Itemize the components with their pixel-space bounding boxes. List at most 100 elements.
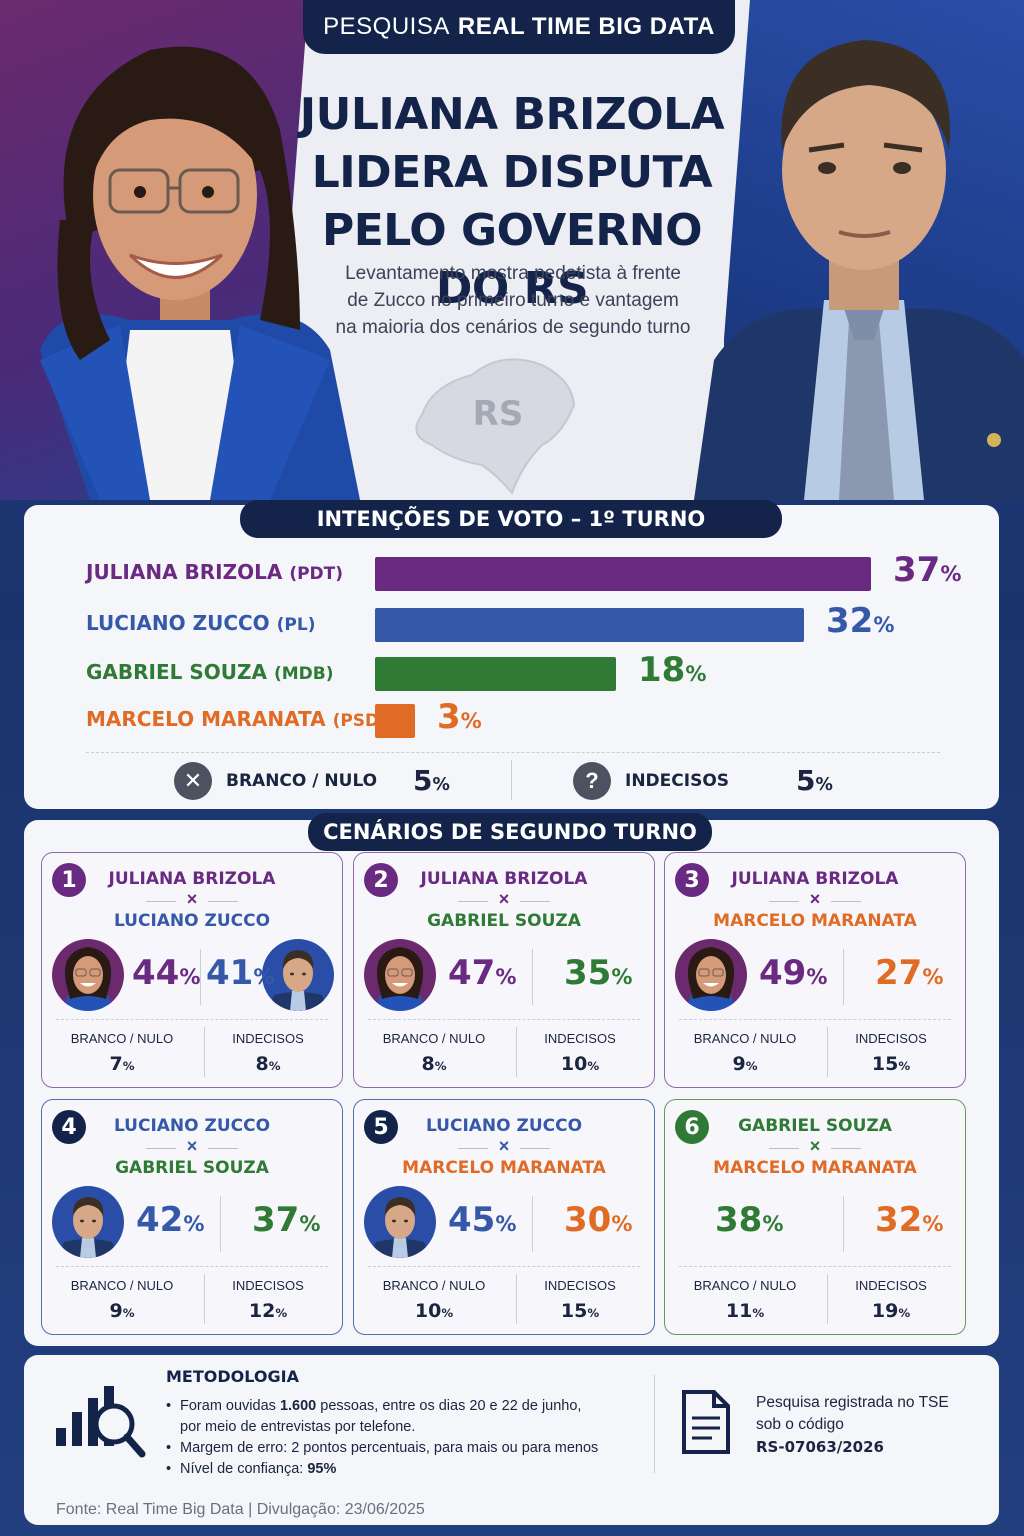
bar-mark [375,657,616,691]
pct-sign: % [179,964,201,989]
candidate-label: GABRIEL SOUZA (MDB) [86,660,376,684]
branco-nulo-number: 5 [413,764,433,797]
stats-separator [516,1027,517,1077]
headline-line-2: LIDERA DISPUTA [311,147,713,198]
candidate-a-percent: 42% [136,1200,204,1240]
bar-mark [375,557,871,591]
methodology-title: METODOLOGIA [166,1367,299,1386]
candidate-b-percent: 27% [875,953,943,993]
first-round-divider [86,752,940,753]
map-label: RS [473,394,524,434]
candidate-b-percent: 32% [875,1200,943,1240]
branco-nulo-value: 10% [364,1300,504,1322]
confidence-text: Nível de confiança: [180,1461,308,1477]
pct-sign: % [898,1306,911,1320]
candidate-b-avatar [262,939,334,1011]
bar-value-label: 37% [893,550,961,590]
scenario-number: 4 [52,1110,86,1144]
scenario-candidate-a: LUCIANO ZUCCO [113,1116,271,1136]
candidate-b-percent: 35% [564,953,632,993]
stats-separator [827,1274,828,1324]
registry-line-2: sob o código [756,1416,844,1433]
indecisos-number: 8 [255,1053,269,1075]
document-icon [682,1390,730,1454]
indecisos-number: 10 [560,1053,588,1075]
pct-sign: % [611,1211,633,1236]
branco-nulo-value: 9% [675,1053,815,1075]
bar-value-number: 3 [437,697,461,737]
scenario-divider [56,1019,328,1020]
pct-sign: % [299,1211,321,1236]
pct-sign: % [685,661,707,686]
branco-nulo-number: 9 [732,1053,746,1075]
pct-sign: % [752,1306,765,1320]
pct-sign: % [460,708,482,733]
scenario-divider [679,1019,951,1020]
scenario-candidate-b: LUCIANO ZUCCO [113,911,271,931]
source-footer: Fonte: Real Time Big Data | Divulgação: … [56,1501,425,1518]
pct-sign: % [940,561,962,586]
versus-x-icon: × [354,1136,654,1157]
indecisos-value: 19% [821,1300,961,1322]
headline-line-1: JULIANA BRIZOLA [299,89,725,140]
scenario-number: 6 [675,1110,709,1144]
branco-nulo-label: BRANCO / NULO [693,1031,797,1046]
bar-value-number: 18 [638,650,686,690]
indecisos-value: 5% [796,764,833,797]
pct-sign: % [898,1059,911,1073]
x-circle-icon: ✕ [174,762,212,800]
pct-sign: % [922,1211,944,1236]
percent-separator [532,949,533,1005]
scenario-candidate-b: GABRIEL SOUZA [427,911,581,931]
pct-sign: % [587,1306,600,1320]
candidate-a-avatar [364,939,436,1011]
registry-code: RS-07063/2026 [756,1438,884,1456]
branco-nulo-number: 8 [421,1053,435,1075]
candidate-a-avatar [675,939,747,1011]
indecisos-label: INDECISOS [544,1031,616,1046]
indecisos-value: 10% [510,1053,650,1075]
survey-source-pill: PESQUISA REAL TIME BIG DATA [303,0,735,54]
bar-value-label: 3% [437,697,482,737]
candidate-a-avatar [52,1186,124,1258]
pct-sign: % [432,775,450,795]
indecisos-label: INDECISOS [625,771,730,791]
candidate-b-number: 32 [875,1200,923,1240]
indecisos-item: ? INDECISOS [573,762,729,800]
candidate-a-percent: 38% [715,1200,783,1240]
candidate-name: MARCELO MARANATA [86,707,326,731]
versus-x-icon: × [665,1136,965,1157]
candidate-a-number: 38 [715,1200,763,1240]
branco-nulo-number: 9 [109,1300,123,1322]
juliana-brizola-portrait [40,46,360,500]
indecisos-number: 15 [871,1053,899,1075]
subtitle-line-1: Levantamento mostra pedetista à frente [345,263,681,284]
percent-separator [200,949,201,1005]
candidate-a-number: 44 [132,953,180,993]
candidate-a-percent: 44% [132,953,200,993]
confidence-value: 95% [307,1461,337,1477]
indecisos-number: 19 [871,1300,899,1322]
pct-sign: % [815,775,833,795]
bar-mark [375,608,804,642]
stats-separator [516,1274,517,1324]
registry-line-1: Pesquisa registrada no TSE [756,1394,949,1411]
question-circle-icon: ? [573,762,611,800]
indecisos-value: 12% [198,1300,338,1322]
pct-sign: % [873,612,895,637]
branco-nulo-item: ✕ BRANCO / NULO [174,762,377,800]
scenario-divider [368,1019,640,1020]
scenario-number: 1 [52,863,86,897]
bar-value-number: 37 [893,550,941,590]
pct-sign: % [441,1306,454,1320]
page-subtitle: Levantamento mostra pedetista à frente d… [318,260,708,341]
pct-sign: % [806,964,828,989]
scenario-number: 2 [364,863,398,897]
pct-sign: % [253,964,275,989]
percent-separator [843,1196,844,1252]
candidate-name: GABRIEL SOUZA [86,660,267,684]
candidate-b-number: 35 [564,953,612,993]
versus-x-icon: × [665,889,965,910]
candidate-name: LUCIANO ZUCCO [86,611,270,635]
scenario-number: 3 [675,863,709,897]
